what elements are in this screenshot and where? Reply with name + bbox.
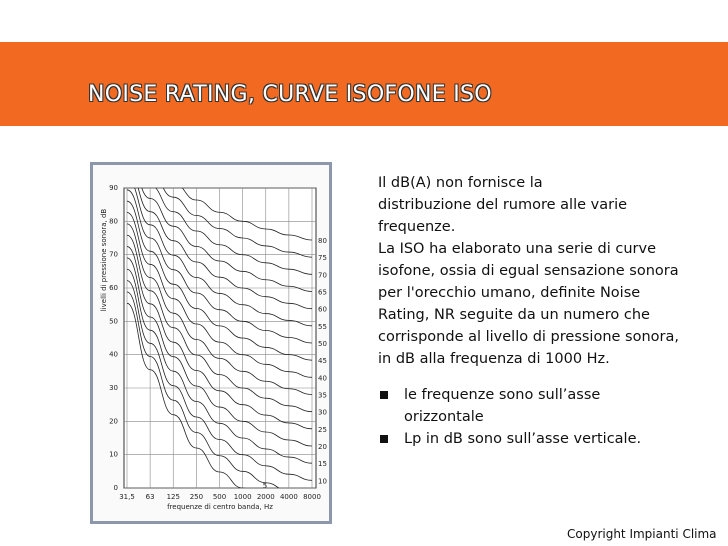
curve-label: 75 [318,254,327,262]
y-tick-label: 40 [109,351,118,359]
curve-label: 45 [318,357,327,365]
y-axis-label: livelli di pressione sonora, dB [100,209,108,312]
nr-curve [126,291,280,488]
text-line: Lp in dB sono sull’asse verticale. [404,431,642,447]
nr-curve [126,302,246,488]
curve-label: 60 [318,306,327,314]
curve-label: 50 [318,340,327,348]
y-tick-label: 80 [109,217,118,225]
curve-label: 25 [318,426,327,434]
y-tick-label: 0 [114,484,118,492]
text-line: in dB alla frequenza di 1000 Hz. [378,351,610,367]
x-tick-label: 2000 [257,493,275,501]
y-tick-label: 90 [109,184,118,192]
bullet-item: Lp in dB sono sull’asse verticale. [378,428,679,450]
text-line: Rating, NR seguite da un numero che [378,307,650,323]
text-line: frequenze. [378,219,456,235]
nr-curve [126,280,313,481]
nr-curve [126,234,313,413]
header-band [0,42,728,126]
text-line: La ISO ha elaborato una serie di curve [378,241,657,257]
x-tick-label: 125 [167,493,180,501]
nr-curve [141,188,313,292]
plot-area [123,187,317,489]
text-line: Il dB(A) non fornisce la [378,175,543,191]
x-tick-label: 4000 [280,493,298,501]
nr-curve [126,246,313,430]
nr-curve [162,188,313,258]
text-line: per l'orecchio umano, definite Noise [378,285,641,301]
x-tick-label: 63 [146,493,155,501]
y-tick-label: 10 [109,451,118,459]
curve-label: 80 [318,237,327,245]
curve-label: 40 [318,374,327,382]
text-line: orizzontale [404,409,484,425]
text-line: corrisponde al livello di pressione sono… [378,329,679,345]
x-axis-label: frequenze di centro banda, Hz [167,503,273,511]
curve-label: 65 [318,289,327,297]
curve-label: 55 [318,323,327,331]
curve-label: 10 [318,477,327,485]
nr-curve [126,212,313,378]
x-tick-label: 8000 [303,493,321,501]
bullet-item: le frequenze sono sull’asse orizzontale [378,384,679,428]
x-tick-label: 500 [213,493,226,501]
nr-curve [126,257,313,447]
curve-label: 5 [263,482,267,490]
text-line: distribuzione del rumore alle varie [378,197,628,213]
text-line: isofone, ossia di egual sensazione sonor… [378,263,679,279]
y-tick-label: 30 [109,384,118,392]
curve-label: 15 [318,460,327,468]
nr-curve [134,188,313,327]
nr-curve [181,188,313,241]
curve-label: 30 [318,409,327,417]
title: NOISE RATING, CURVE ISOFONE ISO [88,82,492,107]
curve-label: 70 [318,271,327,279]
curve-label: 35 [318,392,327,400]
y-tick-label: 50 [109,317,118,325]
nr-curve [126,223,313,395]
text-line: le frequenze sono sull’asse [404,387,601,403]
nr-curve [126,200,313,361]
curve-label: 20 [318,443,327,451]
x-tick-label: 1000 [234,493,252,501]
nr-curve [154,188,313,275]
x-tick-label: 31,5 [119,493,135,501]
x-tick-label: 250 [190,493,203,501]
y-tick-label: 60 [109,284,118,292]
nr-curve [137,188,313,310]
y-tick-label: 70 [109,251,118,259]
y-tick-label: 20 [109,417,118,425]
nr-curve [126,189,313,344]
text-body: Il dB(A) non fornisce la distribuzione de… [378,172,679,450]
nr-curve [126,268,313,464]
copyright: Copyright Impianti Clima [567,527,717,541]
